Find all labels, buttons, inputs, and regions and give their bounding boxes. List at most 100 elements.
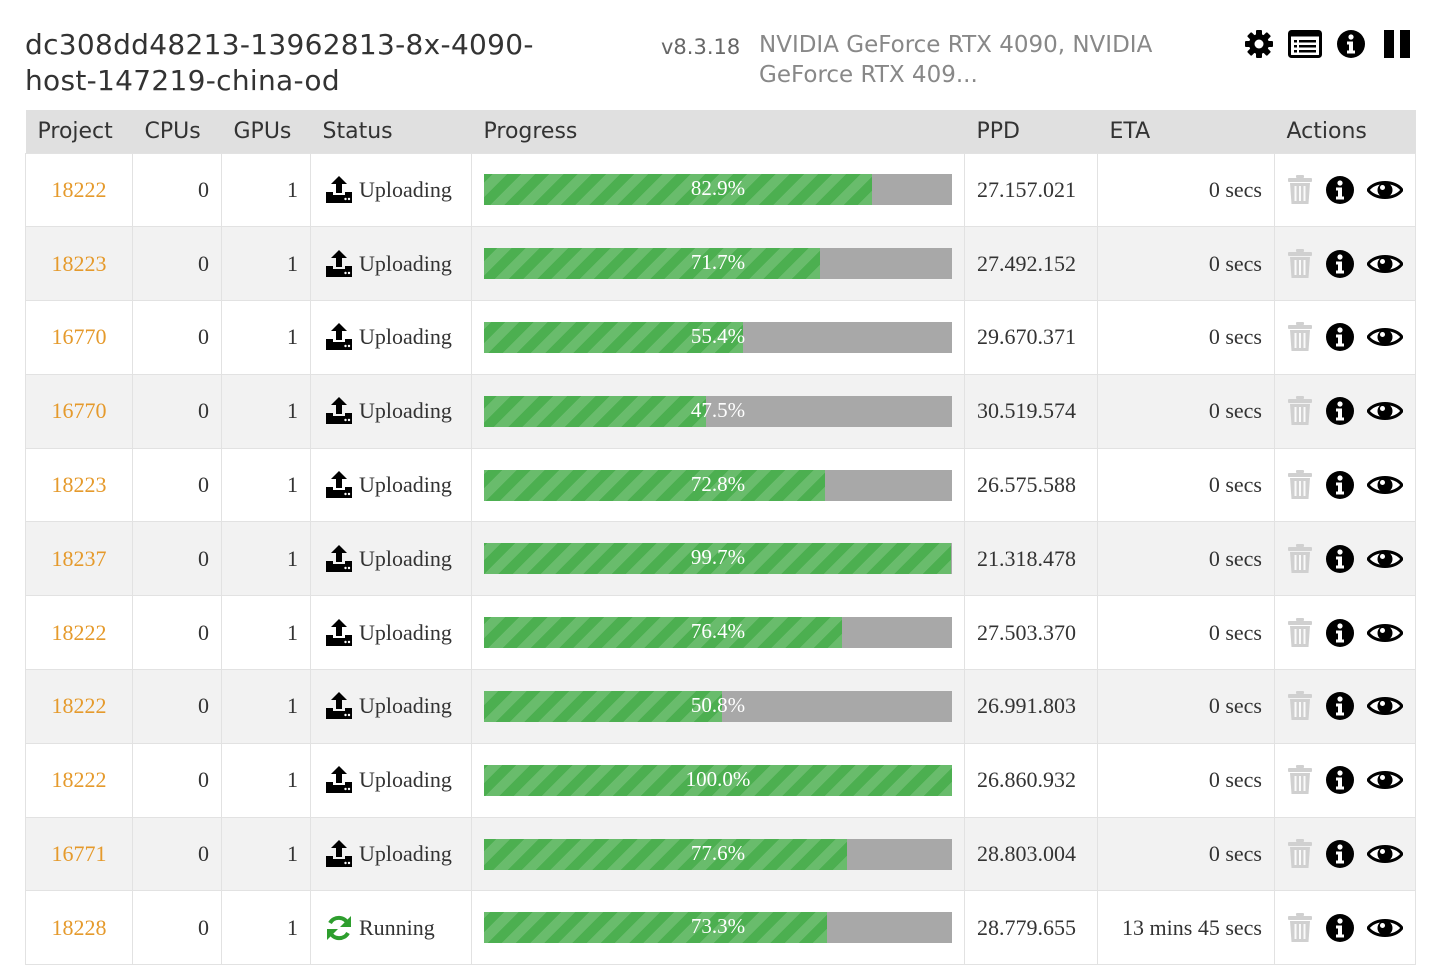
trash-icon[interactable] (1287, 762, 1313, 798)
info-icon[interactable] (1325, 172, 1355, 208)
progress-label: 99.7% (690, 545, 746, 570)
eye-icon[interactable] (1367, 762, 1403, 798)
eye-icon[interactable] (1367, 688, 1403, 724)
status-text: Uploading (359, 472, 452, 498)
table-row[interactable]: 18222 0 1 Uploading 82.9% 27.157.021 0 s… (25, 152, 1416, 228)
upload-icon (323, 618, 355, 648)
info-icon[interactable] (1333, 27, 1369, 61)
table-row[interactable]: 16770 0 1 Uploading 55.4% 29.670.371 0 s… (25, 300, 1416, 375)
progress-cell: 55.4% (471, 300, 965, 375)
progress-bar-fill (484, 395, 707, 427)
project-id[interactable]: 16771 (25, 816, 133, 892)
gpus-value: 1 (221, 152, 311, 228)
gear-icon[interactable] (1241, 27, 1277, 61)
progress-bar-fill (484, 617, 842, 649)
project-id[interactable]: 18223 (25, 226, 133, 302)
actions-cell (1274, 373, 1416, 449)
trash-icon[interactable] (1287, 467, 1313, 503)
trash-icon[interactable] (1287, 836, 1313, 872)
trash-icon[interactable] (1287, 688, 1313, 724)
header: dc308dd48213-13962813-8x-4090-host-14721… (25, 27, 1415, 107)
trash-icon[interactable] (1287, 172, 1313, 208)
eye-icon[interactable] (1367, 172, 1403, 208)
progress-label: 73.3% (690, 914, 746, 939)
table-row[interactable]: 16771 0 1 Uploading 77.6% 28.803.004 0 s… (25, 816, 1416, 892)
column-header-progress[interactable]: Progress (471, 110, 965, 153)
ppd-value: 28.803.004 (964, 816, 1098, 892)
info-icon[interactable] (1325, 246, 1355, 282)
project-id[interactable]: 16770 (25, 373, 133, 449)
cpus-value: 0 (132, 373, 222, 449)
project-id[interactable]: 18222 (25, 669, 133, 744)
status-text: Uploading (359, 841, 452, 867)
eye-icon[interactable] (1367, 319, 1403, 355)
eta-value: 13 mins 45 secs (1097, 890, 1275, 966)
upload-icon (323, 765, 355, 795)
ppd-value: 21.318.478 (964, 521, 1098, 597)
project-id[interactable]: 18222 (25, 742, 133, 818)
column-header-project[interactable]: Project (25, 110, 133, 153)
status-cell: Uploading (310, 816, 472, 892)
info-icon[interactable] (1325, 467, 1355, 503)
actions-cell (1274, 521, 1416, 597)
eye-icon[interactable] (1367, 541, 1403, 577)
project-id[interactable]: 16770 (25, 300, 133, 375)
log-list-icon[interactable] (1287, 27, 1323, 61)
progress-bar-fill (484, 248, 820, 280)
info-icon[interactable] (1325, 688, 1355, 724)
table-row[interactable]: 18237 0 1 Uploading 99.7% 21.318.478 0 s… (25, 521, 1416, 597)
project-id[interactable]: 18222 (25, 595, 133, 671)
progress-bar-fill (484, 838, 848, 870)
status-cell: Uploading (310, 669, 472, 744)
upload-icon (323, 544, 355, 574)
trash-icon[interactable] (1287, 910, 1313, 946)
work-unit-table: Project CPUs GPUs Status Progress PPD ET… (25, 110, 1416, 966)
info-icon[interactable] (1325, 541, 1355, 577)
table-row[interactable]: 16770 0 1 Uploading 47.5% 30.519.574 0 s… (25, 373, 1416, 449)
table-row[interactable]: 18228 0 1 Running 73.3% 28.779.655 13 mi… (25, 890, 1416, 966)
table-row[interactable]: 18223 0 1 Uploading 72.8% 26.575.588 0 s… (25, 447, 1416, 523)
trash-icon[interactable] (1287, 541, 1313, 577)
project-id[interactable]: 18228 (25, 890, 133, 966)
column-header-eta[interactable]: ETA (1097, 110, 1275, 153)
eye-icon[interactable] (1367, 836, 1403, 872)
eta-value: 0 secs (1097, 152, 1275, 228)
trash-icon[interactable] (1287, 246, 1313, 282)
info-icon[interactable] (1325, 836, 1355, 872)
eye-icon[interactable] (1367, 615, 1403, 651)
cpus-value: 0 (132, 152, 222, 228)
running-icon (323, 913, 355, 943)
info-icon[interactable] (1325, 615, 1355, 651)
column-header-cpus[interactable]: CPUs (132, 110, 222, 153)
table-row[interactable]: 18222 0 1 Uploading 50.8% 26.991.803 0 s… (25, 669, 1416, 744)
trash-icon[interactable] (1287, 615, 1313, 651)
gpus-value: 1 (221, 300, 311, 375)
eye-icon[interactable] (1367, 246, 1403, 282)
project-id[interactable]: 18237 (25, 521, 133, 597)
project-id[interactable]: 18223 (25, 447, 133, 523)
status-text: Uploading (359, 324, 452, 350)
pause-icon[interactable] (1379, 27, 1415, 61)
eye-icon[interactable] (1367, 910, 1403, 946)
cpus-value: 0 (132, 669, 222, 744)
info-icon[interactable] (1325, 762, 1355, 798)
status-cell: Uploading (310, 742, 472, 818)
column-header-ppd[interactable]: PPD (964, 110, 1098, 153)
column-header-status[interactable]: Status (310, 110, 472, 153)
table-row[interactable]: 18222 0 1 Uploading 76.4% 27.503.370 0 s… (25, 595, 1416, 671)
progress-bar-fill (484, 174, 872, 206)
progress-label: 72.8% (690, 471, 746, 496)
column-header-gpus[interactable]: GPUs (221, 110, 311, 153)
info-icon[interactable] (1325, 910, 1355, 946)
trash-icon[interactable] (1287, 319, 1313, 355)
table-row[interactable]: 18222 0 1 Uploading 100.0% 26.860.932 0 … (25, 742, 1416, 818)
ppd-value: 26.860.932 (964, 742, 1098, 818)
trash-icon[interactable] (1287, 393, 1313, 429)
eye-icon[interactable] (1367, 393, 1403, 429)
table-row[interactable]: 18223 0 1 Uploading 71.7% 27.492.152 0 s… (25, 226, 1416, 302)
info-icon[interactable] (1325, 393, 1355, 429)
progress-label: 100.0% (685, 766, 751, 791)
project-id[interactable]: 18222 (25, 152, 133, 228)
info-icon[interactable] (1325, 319, 1355, 355)
eye-icon[interactable] (1367, 467, 1403, 503)
